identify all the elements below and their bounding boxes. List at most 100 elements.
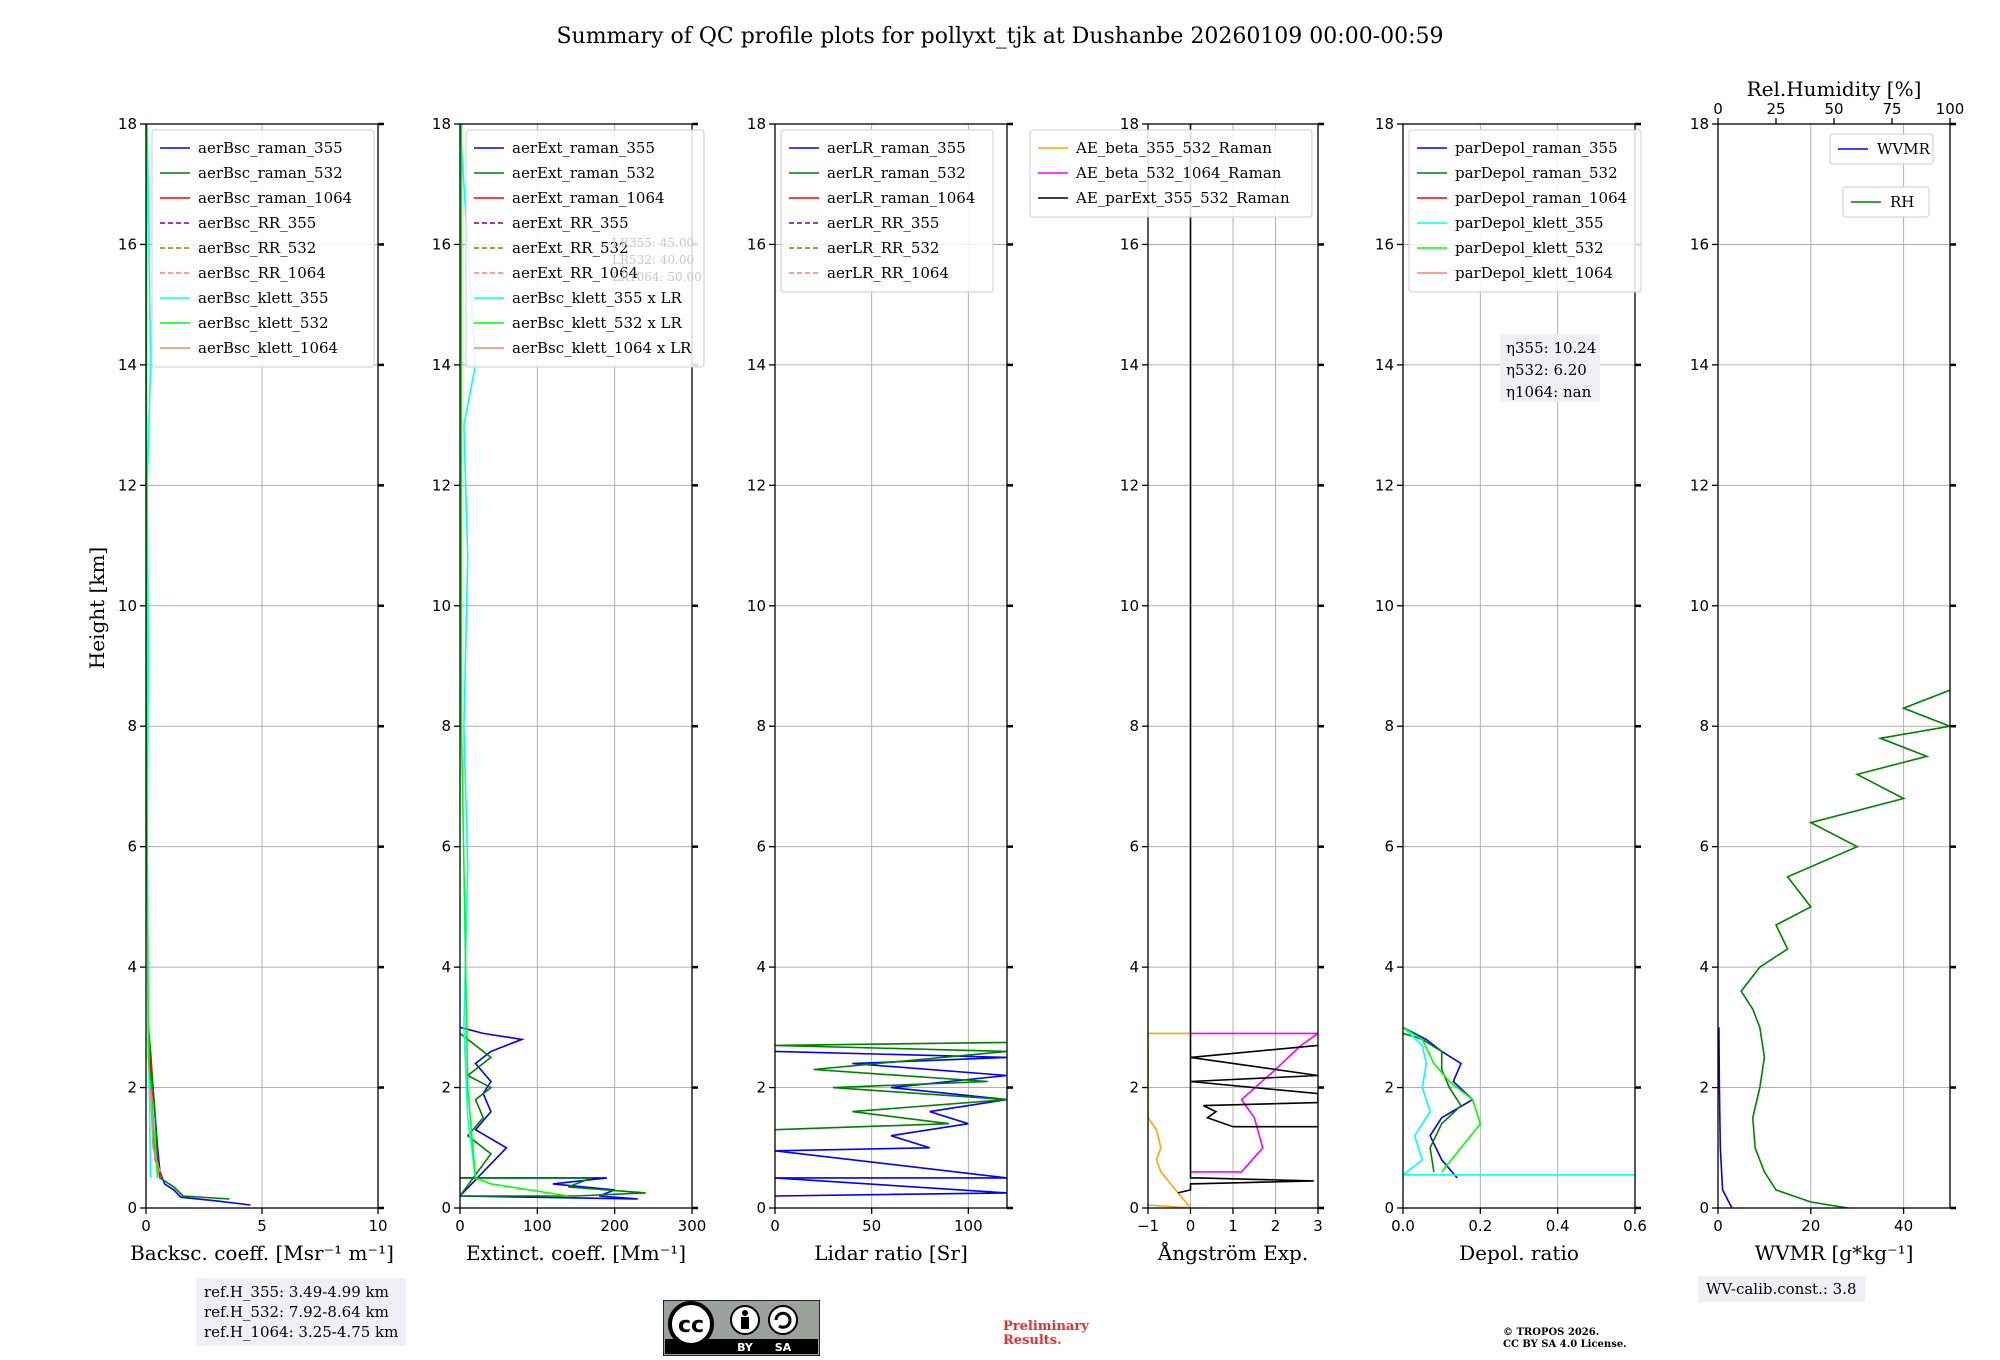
x-tick-label: 0: [1186, 1217, 1196, 1235]
y-tick-label: 8: [1384, 717, 1394, 735]
y-tick-label: 2: [441, 1079, 451, 1097]
panel-ext: 0 2 4 6 8 10 12 14 16 18 0 100 200 300 Extinct. coeff.…: [432, 115, 706, 1265]
y-tick-label: 14: [1120, 356, 1139, 374]
cc-sa-label: SA: [775, 1341, 792, 1354]
series-parDepol_klett_355: [1403, 1026, 1635, 1176]
legend-label: AE_beta_355_532_Raman: [1075, 139, 1272, 157]
legend-label: parDepol_klett_355: [1455, 214, 1604, 232]
x-tick-label: 3: [1313, 1217, 1323, 1235]
y-tick-label: 14: [747, 356, 766, 374]
top-x-tick-label: 100: [1936, 100, 1965, 118]
y-tick-label: 18: [118, 115, 137, 133]
legend-label: parDepol_raman_355: [1455, 139, 1618, 157]
top-x-tick-label: 25: [1766, 100, 1785, 118]
y-tick-label: 2: [756, 1079, 766, 1097]
legend-box: [151, 129, 375, 368]
ref-height-1064: ref.H_1064: 3.25-4.75 km: [204, 1323, 399, 1341]
y-tick-label: 6: [127, 838, 137, 856]
x-tick-label: 0: [141, 1217, 151, 1235]
svg-text:cc: cc: [678, 1313, 704, 1338]
y-tick-label: 18: [1120, 115, 1139, 133]
x-tick-label: 0: [770, 1217, 780, 1235]
y-tick-label: 2: [1129, 1079, 1139, 1097]
y-tick-label: 4: [441, 958, 451, 976]
legend-box: [1029, 129, 1313, 218]
y-tick-label: 6: [756, 838, 766, 856]
series-parDepol_klett_532: [1403, 1026, 1482, 1173]
y-tick-label: 16: [747, 235, 766, 253]
copyright-line-1: © TROPOS 2026.: [1503, 1327, 1600, 1338]
x-axis-label: Lidar ratio [Sr]: [814, 1241, 968, 1265]
eta-box: [1500, 334, 1600, 402]
figure-title: Summary of QC profile plots for pollyxt_…: [556, 24, 1443, 49]
y-tick-label: 12: [1690, 476, 1709, 494]
x-axis-label: WVMR [g*kg⁻¹]: [1755, 1241, 1914, 1265]
y-tick-label: 12: [118, 476, 137, 494]
legend-label: aerLR_raman_1064: [827, 189, 975, 207]
y-tick-label: 2: [127, 1079, 137, 1097]
axes-frame: [459, 123, 693, 1209]
x-axis-label: Ångström Exp.: [1157, 1240, 1308, 1265]
y-tick-label: 16: [1375, 235, 1394, 253]
y-tick-label: 6: [1699, 838, 1709, 856]
x-tick-label: 20: [1801, 1217, 1820, 1235]
wv-calibration-box: WV-calib.const.: 3.8: [1698, 1276, 1865, 1302]
ref-height-532: ref.H_532: 7.92-8.64 km: [204, 1303, 389, 1321]
legend-label: WVMR: [1877, 140, 1931, 158]
legend-label: aerExt_raman_532: [512, 164, 655, 182]
x-tick-label: 100: [954, 1217, 983, 1235]
y-tick-label: 10: [1375, 597, 1394, 615]
series-AE_beta_532_1064_Raman: [1190, 1032, 1318, 1173]
series-aerLR_raman_532: [775, 1041, 1007, 1131]
y-tick-label: 0: [1129, 1199, 1139, 1217]
lr-note: LR532: 40.00: [612, 253, 694, 267]
x-axis-label: Extinct. coeff. [Mm⁻¹]: [466, 1241, 686, 1265]
series-aerLR_raman_355: [775, 1050, 1007, 1197]
y-tick-label: 14: [1375, 356, 1394, 374]
y-tick-label: 14: [118, 356, 137, 374]
legend-label: aerBsc_klett_532 x LR: [512, 314, 683, 332]
y-tick-label: 10: [118, 597, 137, 615]
y-tick-label: 12: [1120, 476, 1139, 494]
panel-depol: 0 2 4 6 8 10 12 14 16 18 0.0 0.2 0.4 0.6 Depol. ratio p…: [1375, 115, 1647, 1265]
legend-label: aerExt_raman_355: [512, 139, 655, 157]
series-aerExt_raman_355: [460, 1026, 638, 1200]
x-tick-label: 5: [257, 1217, 267, 1235]
x-tick-label: 50: [862, 1217, 881, 1235]
y-tick-label: 16: [432, 235, 451, 253]
y-tick-label: 4: [1129, 958, 1139, 976]
top-x-tick-label: 0: [1713, 100, 1723, 118]
y-axis-label: Height [km]: [85, 547, 109, 669]
panel-bsc: 0 2 4 6 8 10 12 14 16 18 0 5 10 Backsc. coeff. [Msr⁻¹…: [118, 115, 394, 1265]
series-WVMR: [1718, 1027, 1733, 1208]
y-tick-label: 6: [441, 838, 451, 856]
legend-label: aerBsc_klett_355: [198, 289, 329, 307]
legend-label: aerBsc_raman_355: [198, 139, 343, 157]
legend-label: aerExt_raman_1064: [512, 189, 665, 207]
legend-label: aerBsc_RR_355: [198, 214, 316, 232]
eta-note: η355: 10.24: [1506, 339, 1596, 357]
legend-label: aerLR_RR_355: [827, 214, 939, 232]
cc-license-logo: cc BY SA: [663, 1300, 820, 1356]
copyright-line-2: CC BY SA 4.0 License.: [1503, 1339, 1627, 1350]
legend-label: aerBsc_RR_532: [198, 239, 316, 257]
y-tick-label: 18: [747, 115, 766, 133]
x-tick-label: 0.6: [1623, 1217, 1647, 1235]
series-aerBsc_raman_355: [147, 1027, 251, 1206]
y-tick-label: 0: [1699, 1199, 1709, 1217]
legend-label: aerBsc_klett_1064 x LR: [512, 339, 692, 357]
series-RH: [1740, 689, 1950, 1208]
lr-note: LR1064: 50.00: [612, 270, 702, 284]
cc-by-label: BY: [737, 1341, 754, 1354]
x-tick-label: 0.2: [1468, 1217, 1492, 1235]
x-tick-label: 100: [523, 1217, 552, 1235]
legend-label: AE_beta_532_1064_Raman: [1075, 164, 1282, 182]
y-tick-label: 0: [1384, 1199, 1394, 1217]
legend-label: AE_parExt_355_532_Raman: [1075, 189, 1290, 207]
x-tick-label: 1: [1228, 1217, 1238, 1235]
y-tick-label: 14: [432, 356, 451, 374]
legend-label: aerBsc_klett_532: [198, 314, 329, 332]
legend-label: aerLR_raman_532: [827, 164, 966, 182]
